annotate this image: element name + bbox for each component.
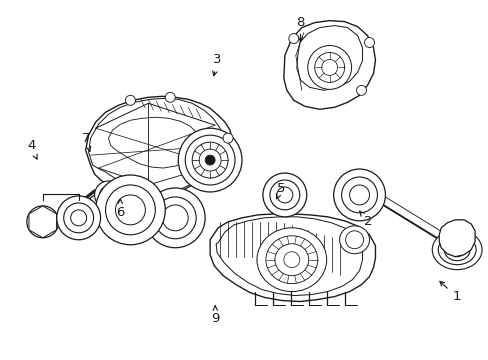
Polygon shape [85,96,232,196]
Polygon shape [283,21,375,109]
Text: 4: 4 [27,139,37,159]
Ellipse shape [95,175,165,245]
Polygon shape [210,214,375,302]
Ellipse shape [437,235,475,265]
Ellipse shape [339,226,369,254]
Ellipse shape [178,128,242,192]
Text: 6: 6 [116,199,124,219]
Text: 1: 1 [439,282,460,303]
Ellipse shape [431,230,481,270]
Ellipse shape [307,45,351,89]
Ellipse shape [443,239,469,261]
Ellipse shape [288,33,298,44]
Ellipse shape [57,196,101,240]
Text: 5: 5 [276,183,285,199]
Text: 9: 9 [211,306,219,325]
Ellipse shape [223,133,233,143]
Ellipse shape [448,243,464,257]
Text: 3: 3 [212,53,222,76]
Ellipse shape [333,169,385,221]
Ellipse shape [263,173,306,217]
Ellipse shape [364,37,374,48]
Text: 2: 2 [359,211,372,228]
Ellipse shape [94,181,122,209]
Ellipse shape [165,92,175,102]
Polygon shape [29,206,57,238]
Text: 8: 8 [296,16,304,41]
Ellipse shape [145,188,205,248]
Ellipse shape [27,206,59,238]
Ellipse shape [125,95,135,105]
Ellipse shape [356,85,366,95]
Ellipse shape [256,228,326,292]
Polygon shape [438,220,474,257]
Ellipse shape [205,155,215,165]
Text: 7: 7 [82,132,91,151]
